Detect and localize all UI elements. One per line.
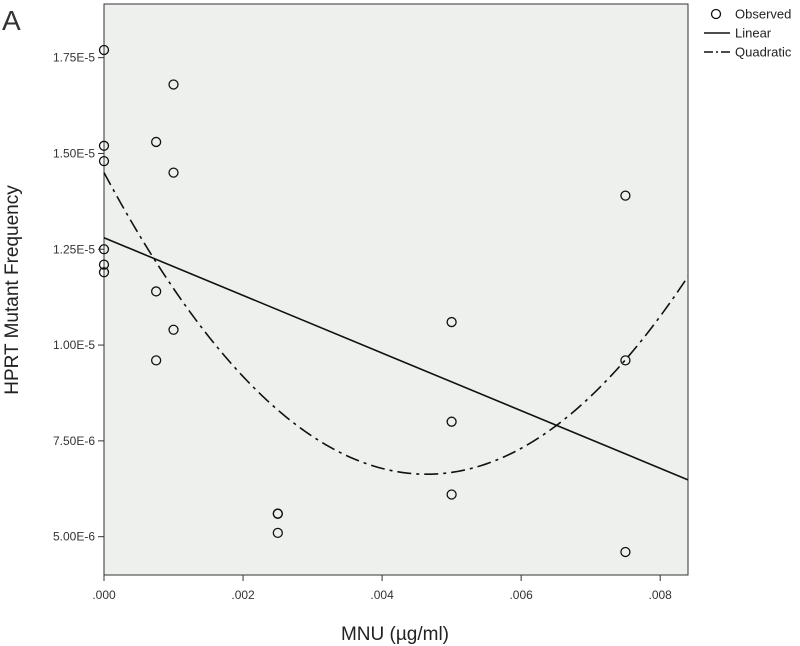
- legend-item-linear: Linear: [704, 26, 772, 41]
- observed-point: [272, 527, 283, 538]
- legend-circle-marker: [710, 8, 722, 20]
- y-tick-label: 5.00E-6: [53, 530, 95, 544]
- x-tick-label: .000: [92, 588, 116, 602]
- observed-point: [98, 140, 110, 151]
- legend-item-quadratic: Quadratic: [704, 45, 792, 60]
- x-tick-label: .004: [370, 588, 394, 602]
- y-axis-title: HPRT Mutant Frequency: [2, 185, 23, 395]
- observed-point: [150, 286, 162, 297]
- observed-point: [620, 355, 631, 366]
- observed-points: [98, 44, 631, 558]
- legend-label: Quadratic: [735, 45, 792, 60]
- observed-point: [168, 324, 179, 335]
- x-tick-label: .008: [649, 588, 673, 602]
- x-tick-label: .002: [231, 588, 255, 602]
- observed-point: [168, 79, 179, 90]
- legend-label: Linear: [735, 26, 772, 41]
- observed-point: [98, 44, 110, 56]
- y-tick-label: 1.75E-5: [53, 51, 95, 65]
- observed-point: [446, 416, 457, 427]
- y-tick-label: 1.00E-5: [53, 338, 95, 352]
- y-axis: 5.00E-6 7.50E-6 1.00E-5 1.25E-5 1.50E-5 1.75E…: [53, 51, 104, 544]
- observed-point: [272, 508, 283, 519]
- observed-point: [446, 316, 457, 328]
- observed-point: [620, 546, 631, 558]
- y-tick-label: 1.25E-5: [53, 242, 95, 256]
- y-tick-label: 7.50E-6: [53, 434, 95, 448]
- panel-label: A: [2, 5, 21, 36]
- x-tick-label: .006: [509, 588, 533, 602]
- observed-point: [98, 155, 110, 167]
- x-axis: .000 .002 .004 .006 .008: [92, 575, 672, 602]
- linear-fit-line: [103, 237, 689, 481]
- y-tick-label: 1.50E-5: [53, 146, 95, 160]
- observed-point: [168, 167, 179, 178]
- observed-point: [98, 259, 110, 270]
- x-axis-title: MNU (µg/ml): [341, 624, 449, 645]
- legend-label: Observed: [735, 7, 791, 22]
- fit-lines: [103, 172, 689, 481]
- observed-point: [150, 355, 162, 366]
- legend-item-observed: Observed: [710, 7, 791, 22]
- plot-area: [103, 3, 689, 576]
- legend: Observed Linear Quadratic: [704, 7, 792, 60]
- quadratic-fit-line: [103, 172, 689, 475]
- observed-point: [620, 190, 631, 201]
- observed-point: [150, 136, 162, 148]
- observed-point: [98, 267, 110, 278]
- observed-point: [446, 489, 457, 500]
